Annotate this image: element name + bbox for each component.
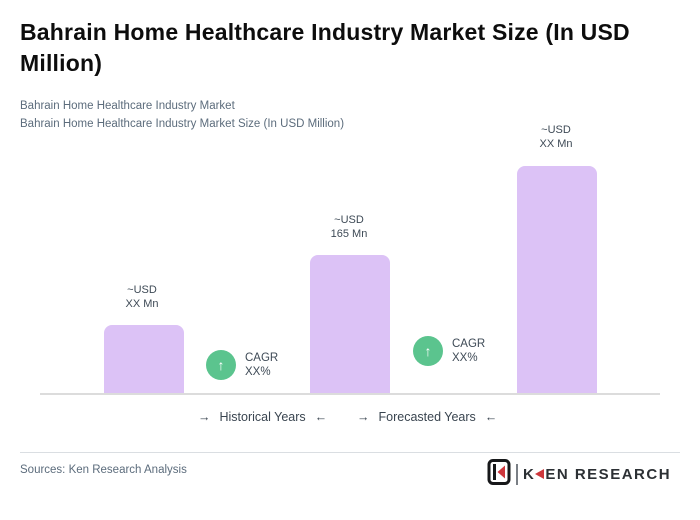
bar-value-line2: XX Mn [125,298,159,310]
sources-text: Sources: Ken Research Analysis [20,464,187,476]
logo-wordmark-rest: EN RESEARCH [545,465,672,483]
up-arrow-icon: ↑ [424,343,432,359]
footer-divider [20,452,680,453]
logo-wordmark: K EN RESEARCH [523,466,671,483]
bar-forecast [517,166,597,394]
arrow-left-icon: ← [314,410,328,424]
cagr-label: CAGR XX% [452,337,485,365]
legend-forecasted-years: → Forecasted Years ← [357,410,497,424]
ken-research-logo: K EN RESEARCH [487,458,671,490]
cagr-label-line1: CAGR [245,352,279,364]
page-title: Bahrain Home Healthcare Industry Market … [20,19,630,76]
bar-value-label: ~USD 165 Mn [299,213,399,241]
logo-divider [516,463,518,485]
up-arrow-icon: ↑ [217,357,225,373]
logo-shield-icon [487,458,511,490]
cagr-badge: ↑ [206,350,236,380]
arrow-left-icon: ← [484,410,498,424]
cagr-label-line2: XX% [452,352,478,364]
cagr-label-line2: XX% [245,366,271,378]
bar-historical-end [310,255,390,394]
subtitle-line-1: Bahrain Home Healthcare Industry Market [20,100,235,112]
bar-value-line2: XX Mn [539,138,573,150]
bar-value-line1: ~USD [334,214,364,226]
arrow-right-icon: → [357,410,370,424]
cagr-badge: ↑ [413,336,443,366]
legend-historical-years: → Historical Years ← [198,410,327,424]
bar-value-line1: ~USD [127,284,157,296]
cagr-label: CAGR XX% [245,351,278,379]
x-axis-line [40,393,660,395]
subtitle-line-2: Bahrain Home Healthcare Industry Market … [20,118,345,130]
bar-value-line1: ~USD [541,124,571,136]
bar-historical-start [104,325,184,394]
bar-value-line2: 165 Mn [330,228,368,240]
bar-value-label: ~USD XX Mn [92,283,192,311]
logo-wordmark-k: K [523,465,536,483]
cagr-label-line1: CAGR [452,338,486,350]
legend-label: Forecasted Years [378,410,476,424]
bar-value-label: ~USD XX Mn [506,123,606,151]
legend-label: Historical Years [219,410,306,424]
red-arrow-icon [535,469,545,479]
arrow-right-icon: → [198,410,211,424]
